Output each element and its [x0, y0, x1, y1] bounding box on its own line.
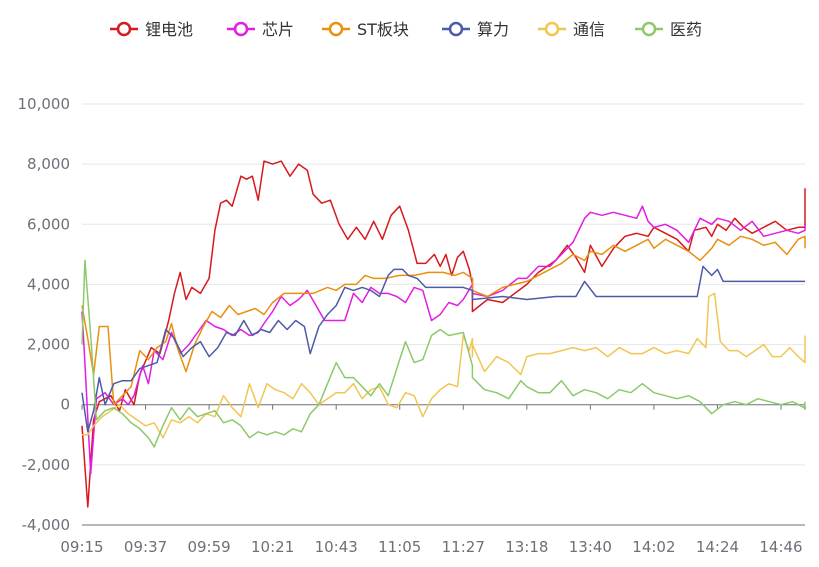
legend: 锂电池 芯片 ST板块 算力 通信 医药 [110, 20, 702, 39]
legend-marker-icon [233, 21, 249, 37]
x-tick-label: 14:24 [696, 538, 739, 556]
x-tick-label: 13:40 [569, 538, 612, 556]
legend-label: 芯片 [262, 20, 294, 39]
y-tick-label: 8,000 [27, 155, 70, 173]
series-line-2 [81, 235, 806, 406]
y-axis: 10,000 8,000 6,000 4,000 2,000 0 -2,000 -4,000 [18, 95, 71, 534]
x-tick-label: 10:21 [251, 538, 294, 556]
legend-label: ST板块 [357, 20, 409, 39]
legend-label: 医药 [670, 20, 702, 39]
legend-item-0[interactable]: 锂电池 [110, 20, 193, 39]
y-tick-label: 10,000 [18, 95, 71, 113]
x-tick-label: 09:59 [187, 538, 230, 556]
x-tick-label: 14:02 [632, 538, 675, 556]
series-line-4 [82, 292, 806, 439]
legend-item-3[interactable]: 算力 [442, 20, 509, 39]
legend-label: 算力 [477, 20, 509, 39]
x-tick-label: 11:27 [442, 538, 485, 556]
legend-marker-icon [328, 21, 344, 37]
y-tick-label: 4,000 [27, 275, 70, 293]
gridlines [82, 103, 805, 526]
series-line-0 [81, 160, 806, 508]
y-tick-label: 2,000 [27, 336, 70, 354]
x-tick-label: 11:05 [378, 538, 421, 556]
legend-marker-icon [448, 21, 464, 37]
legend-marker-icon [641, 21, 657, 37]
y-tick-label: -4,000 [22, 516, 70, 534]
x-tick-label: 10:43 [315, 538, 358, 556]
legend-item-1[interactable]: 芯片 [227, 20, 294, 39]
legend-marker-icon [116, 21, 132, 37]
y-tick-label: 0 [60, 396, 70, 414]
x-tick-label: 13:18 [505, 538, 548, 556]
y-tick-label: -2,000 [22, 456, 70, 474]
legend-label: 锂电池 [145, 20, 193, 39]
legend-marker-icon [544, 21, 560, 37]
x-tick-label: 09:37 [124, 538, 167, 556]
series-lines [81, 160, 806, 508]
y-tick-label: 6,000 [27, 215, 70, 233]
legend-item-4[interactable]: 通信 [538, 20, 605, 39]
x-axis: 09:15 09:37 09:59 10:21 10:43 11:05 11:27 13:18… [60, 404, 806, 556]
legend-item-2[interactable]: ST板块 [322, 20, 409, 39]
x-tick-label: 09:15 [60, 538, 103, 556]
series-line-5 [81, 259, 806, 448]
legend-item-5[interactable]: 医药 [635, 20, 702, 39]
legend-label: 通信 [573, 20, 605, 39]
x-tick-label: 14:46 [759, 538, 802, 556]
series-line-3 [81, 265, 805, 433]
